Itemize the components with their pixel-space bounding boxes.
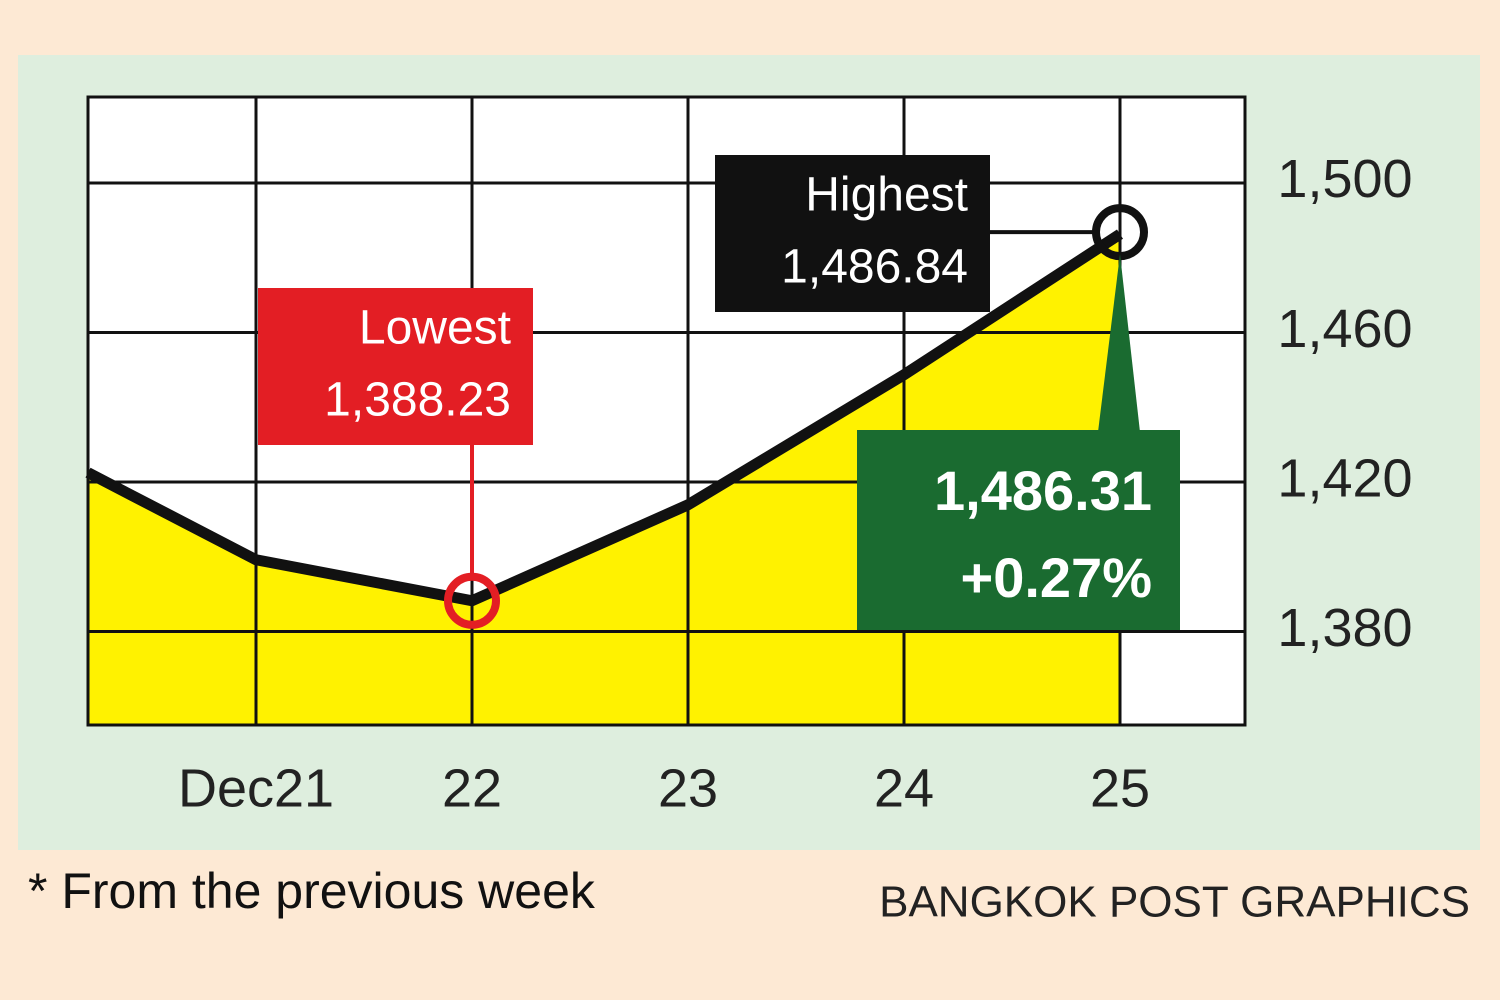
- x-tick-label: 22: [442, 758, 502, 818]
- x-tick-label: 24: [874, 758, 934, 818]
- close-box: [857, 430, 1180, 630]
- y-tick-label: 1,500: [1277, 149, 1412, 209]
- x-tick-label: Dec21: [178, 758, 334, 818]
- marker: [444, 572, 500, 629]
- source: BANGKOK POST GRAPHICS: [879, 878, 1470, 927]
- x-tick-label: 23: [658, 758, 718, 818]
- y-tick-label: 1,420: [1277, 448, 1412, 508]
- plot-border: [86, 95, 1247, 727]
- annotation-value: 1,388.23: [324, 374, 511, 427]
- x-tick-label: 25: [1090, 758, 1150, 818]
- y-tick-label: 1,460: [1277, 299, 1412, 359]
- annotation-value: 1,486.84: [781, 241, 968, 294]
- line: [85, 229, 1124, 607]
- annotation-box: [715, 155, 990, 312]
- change-value: +0.27%: [961, 546, 1153, 609]
- footnote: * From the previous week: [28, 863, 596, 919]
- y-tick-label: 1,380: [1277, 598, 1412, 658]
- annotation-title: Lowest: [359, 302, 511, 355]
- close-value: 1,486.31: [934, 459, 1152, 522]
- annotation-title: Highest: [805, 169, 968, 222]
- pointer: [1098, 254, 1140, 432]
- annotation-box: [258, 288, 533, 445]
